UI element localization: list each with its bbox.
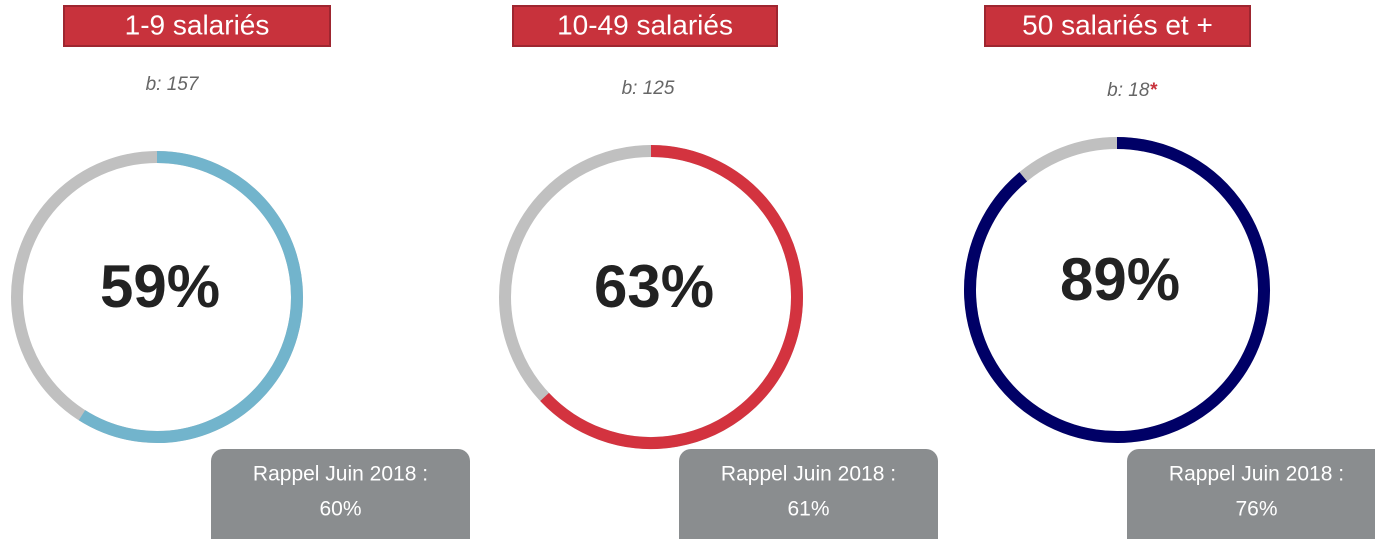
donut-arc <box>540 145 803 449</box>
recall-box <box>211 449 470 539</box>
recall-box <box>679 449 938 539</box>
chart-title: 50 salariés et + <box>1022 9 1213 40</box>
subtitle-mark: * <box>1149 80 1158 101</box>
title-box <box>984 5 1251 47</box>
recall-text: Rappel Juin 2018 : <box>721 463 896 486</box>
value-label: 59% <box>100 253 220 320</box>
subtitle: b: 157 <box>146 74 200 95</box>
recall-text: 60% <box>319 498 361 521</box>
chart-title: 1-9 salariés <box>125 9 270 40</box>
recall-text: 61% <box>787 498 829 521</box>
subtitle: b: 18* <box>1107 80 1158 101</box>
value-label: 89% <box>1060 246 1180 313</box>
donut-arc <box>78 151 303 443</box>
subtitle-text: b: 157 <box>146 74 200 95</box>
subtitle-text: b: 18 <box>1107 80 1150 101</box>
subtitle-text: b: 125 <box>622 78 675 99</box>
subtitle: b: 125 <box>622 78 675 99</box>
recall-text: Rappel Juin 2018 : <box>253 463 428 486</box>
donut-arc <box>964 137 1270 443</box>
title-box <box>512 5 778 47</box>
value-label: 63% <box>594 253 714 320</box>
recall-text: 76% <box>1235 498 1277 521</box>
recall-text: Rappel Juin 2018 : <box>1169 463 1344 486</box>
title-box <box>63 5 331 47</box>
recall-box <box>1127 449 1375 539</box>
chart-title: 10-49 salariés <box>557 9 733 40</box>
